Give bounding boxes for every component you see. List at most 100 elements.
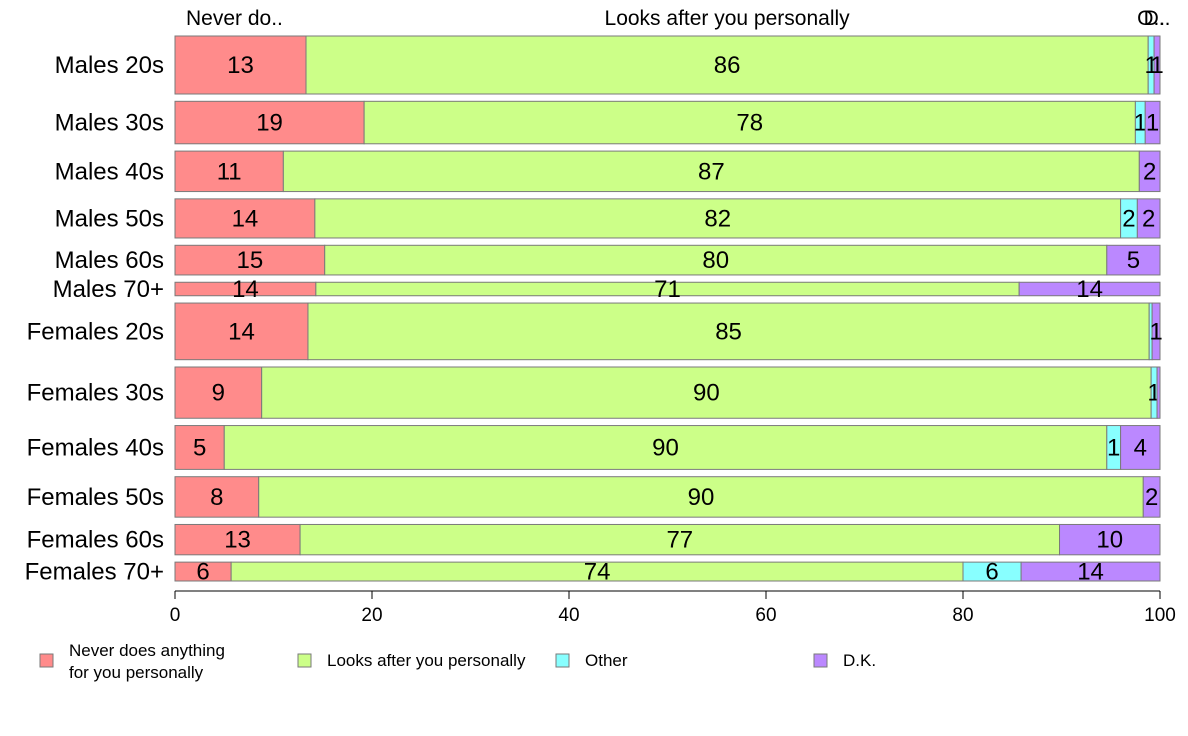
category-label: Males 20s xyxy=(55,52,164,79)
category-label: Females 30s xyxy=(27,380,164,407)
top-label: Looks after you personally xyxy=(605,7,851,30)
bar-segment xyxy=(282,150,1140,193)
data-label: 82 xyxy=(704,205,731,232)
category-labels: Males 20s Males 30s Males 40s Males 50s Male… xyxy=(25,52,164,586)
category-label: Males 50s xyxy=(55,205,164,232)
data-label: 85 xyxy=(715,318,742,345)
top-label: D.. xyxy=(1144,7,1171,30)
bar-segment xyxy=(261,366,1152,419)
category-label: Females 50s xyxy=(27,484,164,511)
data-label: 90 xyxy=(693,380,720,407)
x-tick-label: 20 xyxy=(361,605,382,626)
bar-row: 9 90 1 xyxy=(174,366,1161,419)
bar-segment xyxy=(1156,366,1161,419)
bar-segment xyxy=(1059,523,1161,556)
top-labels: Never do.. Looks after you personally O..D… xyxy=(186,7,1170,30)
data-label: 14 xyxy=(232,276,259,303)
data-label: 1 xyxy=(1150,52,1163,79)
legend-item: Looks after you personally xyxy=(297,651,526,670)
data-label: 4 xyxy=(1134,434,1147,461)
top-label: Never do.. xyxy=(186,7,283,30)
data-label: 14 xyxy=(228,318,255,345)
data-label: 90 xyxy=(688,484,715,511)
bar-row: 11 87 2 xyxy=(174,150,1161,193)
bar-segment xyxy=(299,523,1061,556)
bar-row: 8 90 2 xyxy=(174,476,1161,518)
data-label: 87 xyxy=(698,158,725,185)
x-tick-label: 60 xyxy=(755,605,776,626)
x-tick-label: 0 xyxy=(170,605,181,626)
bar-segment xyxy=(1144,100,1161,145)
data-label: 5 xyxy=(1127,247,1140,274)
data-label: 9 xyxy=(212,380,225,407)
bar-row: 6 74 6 14 xyxy=(174,559,1161,586)
bar-segment xyxy=(1138,150,1161,193)
data-label: 14 xyxy=(1077,559,1104,586)
data-label: 74 xyxy=(584,559,611,586)
data-label: 11 xyxy=(217,158,242,185)
bar-segment xyxy=(174,366,263,419)
bar-segment xyxy=(314,198,1122,239)
data-label: 19 xyxy=(256,110,283,137)
bar-segment xyxy=(174,476,260,518)
bar-row: 14 85 1 xyxy=(174,302,1163,361)
legend-label: Never does anything for you personally xyxy=(69,641,225,682)
data-label: 14 xyxy=(1076,276,1103,303)
bar-segment xyxy=(1136,198,1161,239)
category-label: Females 60s xyxy=(27,527,164,554)
data-label: 10 xyxy=(1096,527,1123,554)
category-label: Females 70+ xyxy=(25,559,164,586)
bar-row: 5 90 1 4 xyxy=(174,425,1161,470)
x-tick-label: 100 xyxy=(1144,605,1176,626)
bar-segment xyxy=(174,150,284,193)
data-label: 2 xyxy=(1142,205,1155,232)
bar-segment xyxy=(305,35,1149,95)
category-label: Males 30s xyxy=(55,110,164,137)
data-label: 1 xyxy=(1107,434,1120,461)
data-label: 71 xyxy=(654,276,681,303)
data-label: 2 xyxy=(1145,484,1158,511)
legend-swatch xyxy=(555,653,570,668)
x-tick-label: 40 xyxy=(558,605,579,626)
bar-row: 14 71 14 xyxy=(174,276,1161,303)
legend-swatch xyxy=(39,653,54,668)
legend-label: D.K. xyxy=(843,651,876,670)
bar-segment xyxy=(1153,35,1161,95)
data-label: 6 xyxy=(985,559,998,586)
bar-segment xyxy=(1120,425,1161,470)
data-label: 6 xyxy=(196,559,209,586)
bar-segment xyxy=(258,476,1144,518)
data-label: 8 xyxy=(210,484,223,511)
bar-segment xyxy=(174,100,365,145)
data-label: 78 xyxy=(736,110,763,137)
bar-row: 19 78 11 xyxy=(174,100,1161,145)
legend-swatch xyxy=(813,653,828,668)
category-label: Females 40s xyxy=(27,434,164,461)
data-label: 1 xyxy=(1146,110,1159,137)
data-label: 2 xyxy=(1122,205,1135,232)
bar-row: 13 86 11 xyxy=(174,35,1164,95)
x-tick-label: 80 xyxy=(952,605,973,626)
bar-segment xyxy=(223,425,1108,470)
category-label: Males 60s xyxy=(55,247,164,274)
bar-segment xyxy=(324,244,1108,276)
legend-item: Other xyxy=(555,651,628,670)
bar-segment xyxy=(307,302,1150,361)
data-label: 77 xyxy=(666,527,693,554)
bar-segment xyxy=(1151,302,1161,361)
category-label: Males 40s xyxy=(55,158,164,185)
bar-segment xyxy=(1018,281,1161,297)
legend-item: Never does anything for you personally xyxy=(39,641,225,682)
data-label: 2 xyxy=(1143,158,1156,185)
top-label: O.. xyxy=(1137,7,1165,30)
legend-label: Looks after you personally xyxy=(327,651,526,670)
category-label: Males 70+ xyxy=(53,276,164,303)
bar-segment xyxy=(1020,561,1161,582)
bar-segment xyxy=(174,198,316,239)
category-label: Females 20s xyxy=(27,318,164,345)
data-label: 1 xyxy=(1149,318,1162,345)
bar-row: 13 77 10 xyxy=(174,523,1161,556)
bar-segment xyxy=(363,100,1136,145)
